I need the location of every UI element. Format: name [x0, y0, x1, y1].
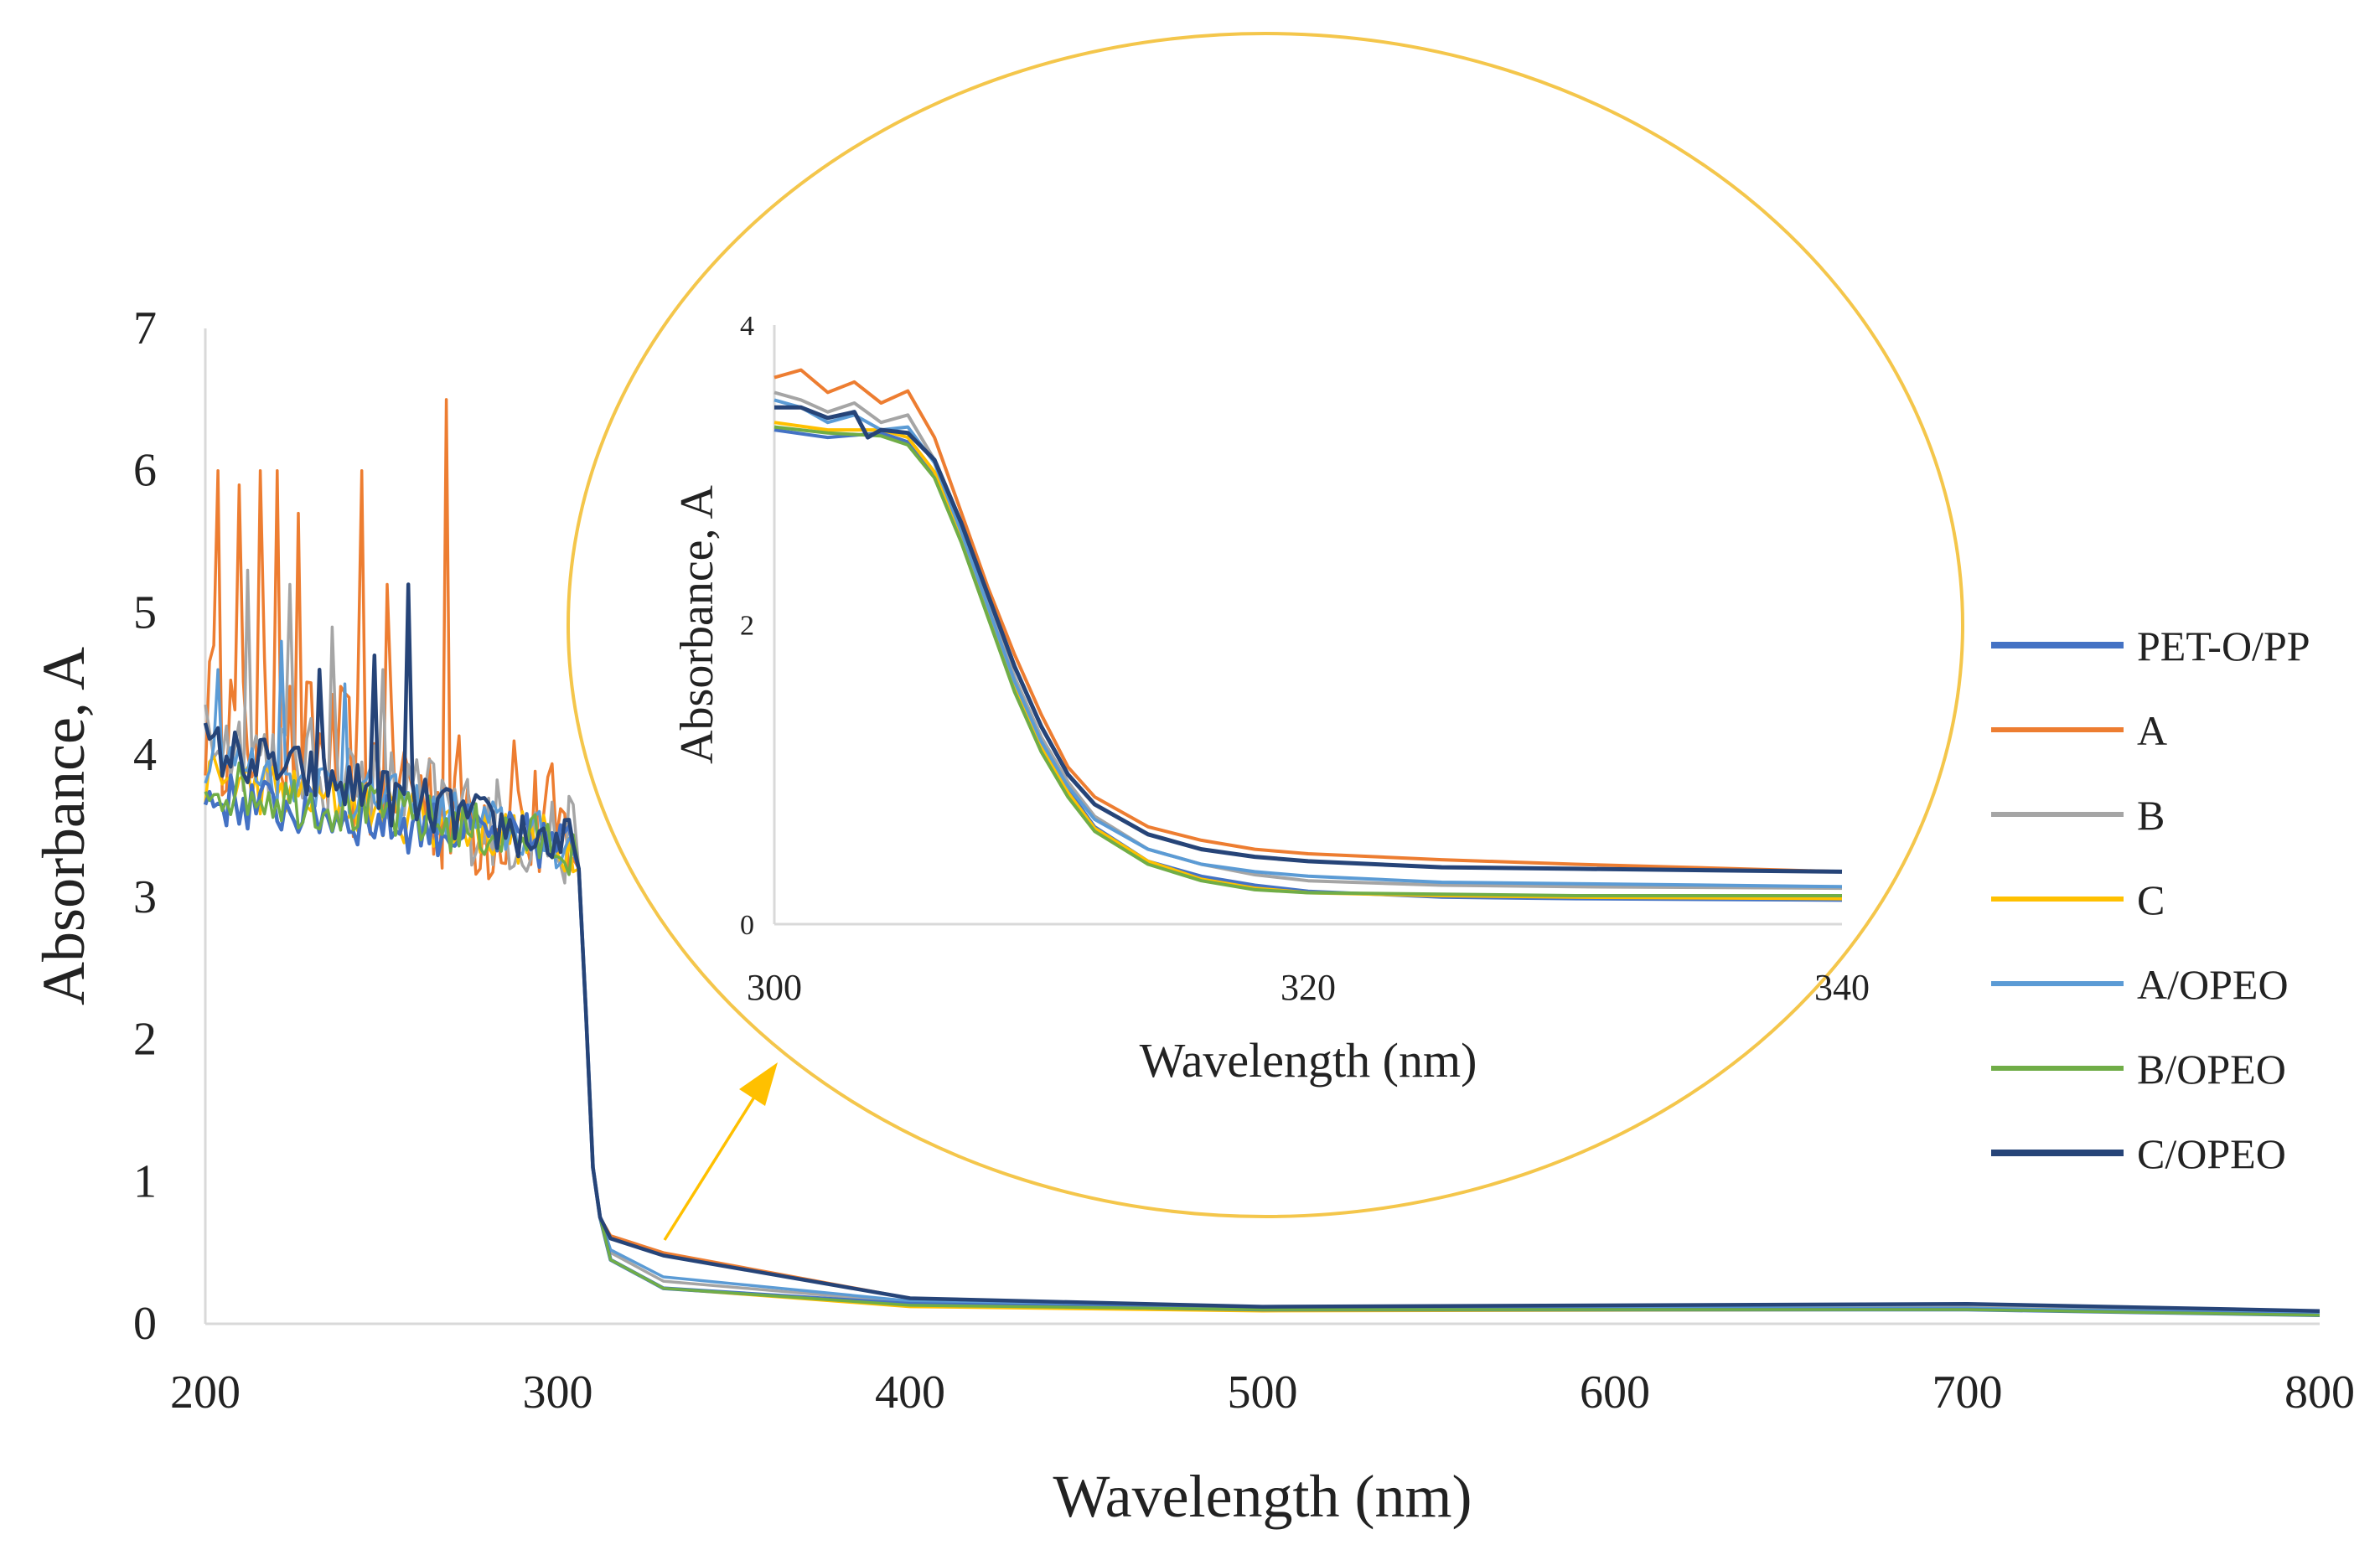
- main-y-tick-label: 7: [133, 302, 157, 354]
- inset-y-tick-label: 4: [740, 311, 754, 342]
- inset-series-a: [774, 368, 1843, 874]
- legend-label-a: A: [2137, 707, 2167, 754]
- legend-label-a-opeo: A/OPEO: [2137, 961, 2289, 1008]
- main-series-b-opeo: [204, 761, 2320, 1317]
- zoom-ellipse: [567, 32, 1964, 1218]
- zoom-callout: [567, 32, 1964, 1241]
- legend-label-c-opeo: C/OPEO: [2137, 1130, 2286, 1177]
- callout-arrow-head: [739, 1062, 778, 1106]
- legend-label-b-opeo: B/OPEO: [2137, 1046, 2286, 1093]
- inset-series-pet-o-pp: [774, 428, 1843, 902]
- main-series-b: [204, 568, 2320, 1315]
- inset-x-axis-title: Wavelength (nm): [1140, 1033, 1477, 1088]
- main-y-tick-label: 6: [133, 445, 157, 497]
- inset-y-axis-title: Absorbance, A: [671, 485, 723, 764]
- callout-arrow-line: [663, 1088, 761, 1241]
- inset-y-tick-label: 0: [740, 910, 754, 941]
- main-x-tick-label: 500: [1228, 1367, 1298, 1418]
- main-x-tick-label: 300: [523, 1367, 593, 1418]
- main-series-a-opeo: [204, 639, 2320, 1315]
- legend-label-b: B: [2137, 792, 2165, 839]
- main-y-tick-label: 1: [133, 1155, 157, 1207]
- main-y-tick-label: 2: [133, 1014, 157, 1066]
- main-y-tick-label: 3: [133, 871, 157, 923]
- legend-label-c: C: [2137, 876, 2165, 923]
- legend-label-pet-o-pp: PET-O/PP: [2137, 623, 2310, 669]
- main-y-axis-title: Absorbance, A: [30, 647, 97, 1005]
- main-x-tick-label: 800: [2284, 1367, 2355, 1418]
- inset-series-b: [774, 390, 1843, 891]
- main-x-tick-label: 700: [1932, 1367, 2003, 1418]
- main-x-axis-title: Wavelength (nm): [1053, 1463, 1472, 1530]
- inset-x-tick-label: 300: [747, 967, 802, 1008]
- inset-y-tick-label: 2: [740, 611, 754, 642]
- main-y-tick-label: 5: [133, 586, 157, 638]
- inset-series-c: [774, 421, 1843, 901]
- main-series-c-opeo: [203, 582, 2320, 1313]
- inset-x-tick-label: 340: [1814, 967, 1870, 1008]
- inset-series-b-opeo: [774, 425, 1842, 897]
- main-x-tick-label: 400: [875, 1367, 945, 1418]
- main-y-tick-label: 4: [133, 729, 157, 781]
- inset-series-c-opeo: [774, 405, 1843, 874]
- legend: PET-O/PP ABC A/OPEO B/OPEO C/OPEO: [1991, 623, 2310, 1177]
- inset-plot: 0 2 4 300 320 340 Wavelength (nm) Absorbance, A: [671, 311, 1870, 1088]
- main-x-tick-label: 600: [1580, 1367, 1650, 1418]
- main-plot: 0 1 2 3 4 5 6 7 200 300 400 500 600 700 800 Wavelength …: [30, 302, 2355, 1530]
- main-x-tick-label: 200: [170, 1367, 241, 1418]
- inset-x-tick-label: 320: [1281, 967, 1336, 1008]
- main-y-tick-label: 0: [133, 1298, 157, 1350]
